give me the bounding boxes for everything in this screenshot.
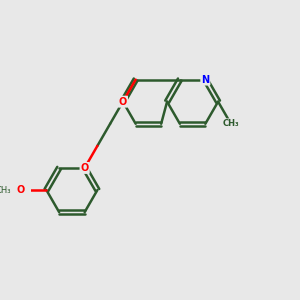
Text: CH₃: CH₃ [223, 119, 239, 128]
Text: N: N [201, 75, 209, 85]
Text: O: O [119, 97, 127, 107]
Text: O: O [80, 163, 89, 173]
Text: CH₃: CH₃ [0, 185, 11, 194]
Text: O: O [17, 185, 25, 195]
